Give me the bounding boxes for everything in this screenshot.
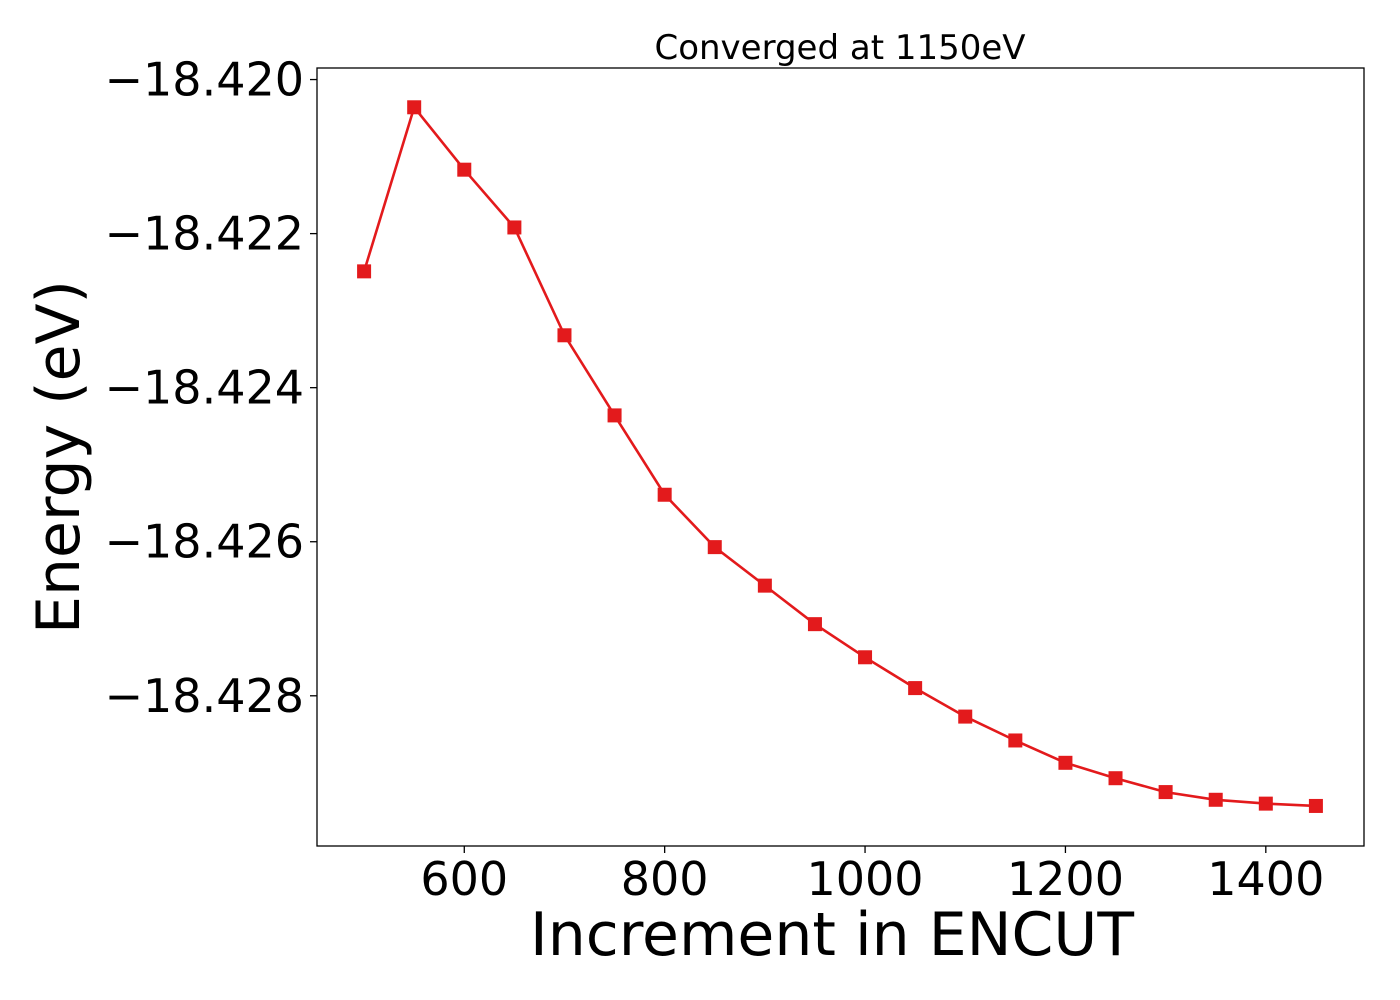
data-point-marker [457,162,472,177]
x-tick-label: 800 [621,852,709,906]
data-point-marker [657,487,672,502]
data-point-marker [908,681,923,696]
x-tick-label: 1200 [1007,852,1124,906]
data-point-marker [807,617,822,632]
data-point-marker [1208,792,1223,807]
x-tick-label: 600 [420,852,508,906]
y-tick-label: −18.428 [105,669,305,723]
y-tick-label: −18.424 [105,361,305,415]
data-point-marker [1308,798,1323,813]
y-tick-label: −18.420 [105,53,305,107]
data-point-marker [407,100,422,115]
data-point-marker [858,650,873,665]
axes-frame [316,67,1365,847]
data-point-marker [1258,796,1273,811]
data-point-marker [757,578,772,593]
data-point-marker [357,264,372,279]
data-point-marker [707,540,722,555]
data-point-marker [1058,755,1073,770]
series-line [362,104,1316,808]
y-axis-label: Energy (eV) [24,280,94,634]
y-axis-ticks: −18.420 −18.422 −18.424 −18.426 −18.428 [105,53,317,723]
chart-title: Converged at 1150eV [654,28,1025,68]
series-layer [357,100,1323,813]
data-point-marker [557,328,572,343]
data-point-marker [1108,771,1123,786]
data-point-marker [507,220,522,235]
data-point-marker [1008,733,1023,748]
y-tick-label: −18.422 [105,207,305,261]
x-axis-ticks: 600 800 1000 1200 1400 [420,846,1324,906]
data-point-marker [1158,785,1173,800]
x-axis-label: Increment in ENCUT [530,900,1134,970]
x-tick-label: 1000 [807,852,924,906]
data-point-marker [958,709,973,724]
data-point-marker [607,408,622,423]
y-tick-label: −18.426 [105,515,305,569]
x-tick-label: 1400 [1207,852,1324,906]
